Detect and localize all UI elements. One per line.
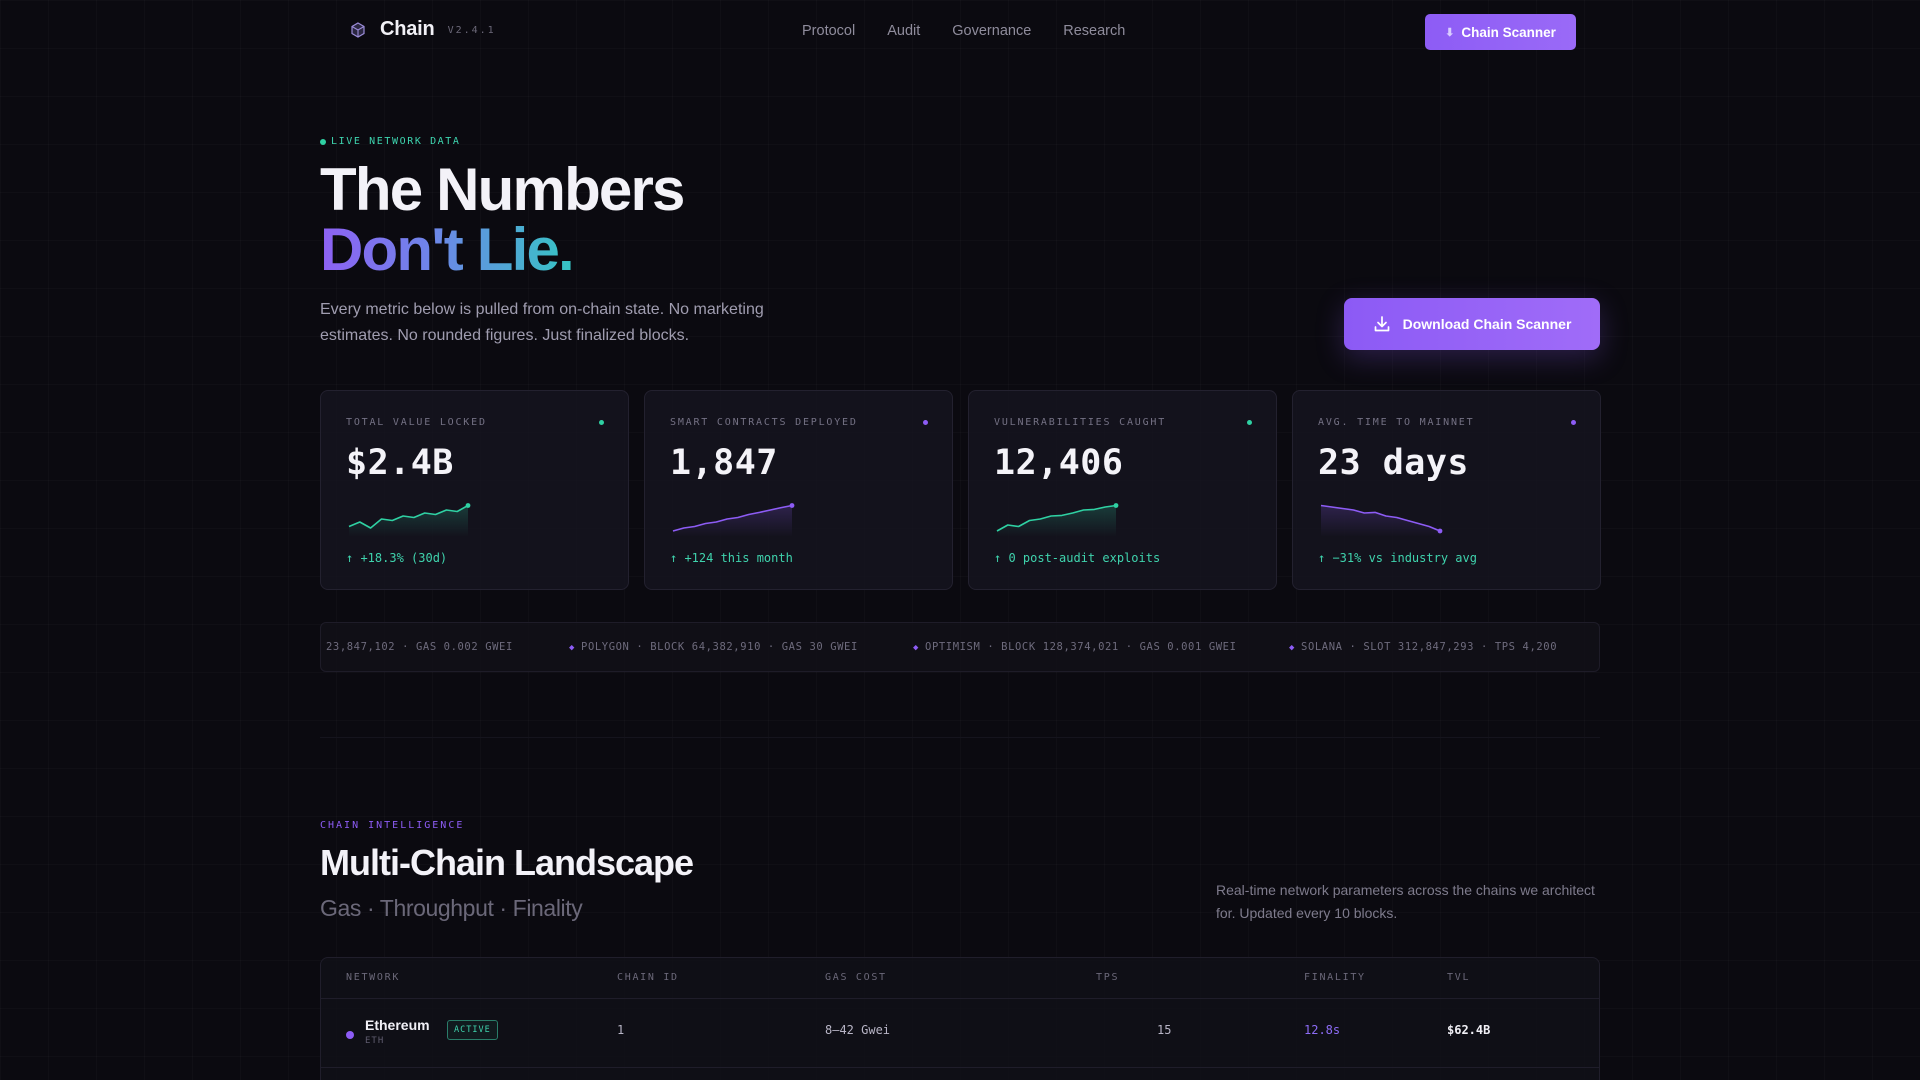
stat-card-tvl: TOTAL VALUE LOCKED $2.4B ↑ +18.3% (30d) [320,390,629,590]
ticker-item: ◆ SOLANA · SLOT 312,847,293 · TPS 4,200 [1289,641,1558,653]
network-ticker: 23,847,102 · GAS 0.002 GWEI ◆ POLYGON · B… [320,622,1600,672]
section-divider [320,737,1600,738]
nav-link-audit[interactable]: Audit [887,23,921,39]
status-dot-icon [1247,420,1252,425]
gas-cost-cell: 8–42 Gwei [825,1023,891,1037]
stat-value: 23 days [1318,443,1470,483]
section-eyebrow: CHAIN INTELLIGENCE [320,820,465,831]
sparkline [672,503,795,537]
download-icon [1374,316,1389,332]
sparkline-line [996,504,1117,532]
status-dot-icon [923,420,928,425]
table-header-divider [321,998,1599,999]
stat-delta: ↑ +124 this month [670,551,793,565]
sparkline-area [1321,505,1440,537]
diamond-icon: ◆ [1289,643,1296,653]
chain-scanner-button[interactable]: ⬇ Chain Scanner [1425,14,1576,50]
column-header-tps[interactable]: TPS [1096,972,1120,983]
chains-table: NETWORK CHAIN ID GAS COST TPS FINALITY T… [320,957,1600,1080]
nav-link-governance[interactable]: Governance [952,23,1032,39]
column-header-network[interactable]: NETWORK [346,972,401,983]
status-badge: ACTIVE [447,1020,498,1040]
diamond-icon: ◆ [569,643,576,653]
stat-label: VULNERABILITIES CAUGHT [994,417,1167,428]
network-symbol: ETH [365,1036,385,1046]
stat-label: AVG. TIME TO MAINNET [1318,417,1475,428]
network-dot-icon [346,1031,354,1039]
stat-value: $2.4B [346,443,454,483]
stat-delta: ↑ 0 post-audit exploits [994,551,1161,565]
stat-label: TOTAL VALUE LOCKED [346,417,487,428]
column-header-finality[interactable]: FINALITY [1304,972,1366,983]
column-header-gas-cost[interactable]: GAS COST [825,972,887,983]
nav-links: Protocol Audit Governance Research [802,23,1157,39]
finality-cell: 12.8s [1304,1023,1341,1037]
status-dot-icon [599,420,604,425]
live-dot-icon [320,138,326,145]
hero-title-line2: Don't Lie. [320,216,575,283]
sparkline-endpoint [1437,528,1443,534]
hero-subtitle: Every metric below is pulled from on-cha… [320,301,764,344]
sparkline-endpoint [465,503,471,508]
sparkline-endpoint [789,503,795,508]
sparkline-area [997,505,1116,537]
sparkline-endpoint [1113,503,1119,508]
section-subtitle: Gas · Throughput · Finality [320,895,583,921]
sparkline [1320,504,1443,537]
download-chain-scanner-button[interactable]: Download Chain Scanner [1344,298,1600,350]
sparkline [348,503,471,537]
sparkline-line [672,504,793,532]
status-dot-icon [1571,420,1576,425]
network-name: Ethereum [365,1017,430,1033]
stat-value: 1,847 [670,443,778,483]
stat-card-mainnet: AVG. TIME TO MAINNET 23 days ↑ −31% vs i… [1292,390,1601,590]
hero-title-line1: The Numbers [320,156,685,223]
stat-cards: TOTAL VALUE LOCKED $2.4B ↑ +18.3% (30d) … [320,390,1601,590]
brand-name: Chain [380,18,435,40]
live-eyebrow: LIVE NETWORK DATA [331,136,461,147]
ticker-item: ◆ POLYGON · BLOCK 64,382,910 · GAS 30 GWE… [569,641,858,653]
chain-id-cell: 1 [617,1023,625,1037]
stat-delta: ↑ −31% vs industry avg [1318,551,1477,565]
stat-card-vulnerabilities: VULNERABILITIES CAUGHT 12,406 ↑ 0 post-a… [968,390,1277,590]
stat-label: SMART CONTRACTS DEPLOYED [670,417,858,428]
stat-value: 12,406 [994,443,1124,483]
ticker-item: 23,847,102 · GAS 0.002 GWEI [326,641,513,653]
chain-scanner-label: Chain Scanner [1461,24,1556,40]
live-indicator: LIVE NETWORK DATA [320,136,461,147]
hero-title: The Numbers Don't Lie. [320,156,685,283]
sparkline [996,503,1119,537]
download-button-label: Download Chain Scanner [1402,316,1572,332]
column-header-chain-id[interactable]: CHAIN ID [617,972,679,983]
stat-card-contracts: SMART CONTRACTS DEPLOYED 1,847 ↑ +124 th… [644,390,953,590]
section-title: Multi-Chain Landscape [320,842,694,883]
ticker-item: ◆ OPTIMISM · BLOCK 128,374,021 · GAS 0.00… [913,641,1237,653]
cube-logo-icon [351,21,365,38]
nav-link-research[interactable]: Research [1063,23,1126,39]
top-nav: Chain V2.4.1 Protocol Audit Governance R… [0,0,1920,64]
nav-link-protocol[interactable]: Protocol [802,23,856,39]
download-arrow-icon: ⬇ [1445,26,1455,39]
stat-delta: ↑ +18.3% (30d) [346,551,448,565]
tps-cell: 15 [1157,1023,1172,1037]
column-header-tvl[interactable]: TVL [1447,972,1471,983]
sparkline-area [673,505,792,537]
sparkline-line [348,504,469,529]
section-description: Real-time network parameters across the … [1216,882,1595,921]
tvl-cell: $62.4B [1447,1023,1491,1037]
brand[interactable]: Chain V2.4.1 [350,18,496,41]
table-row-divider [321,1067,1599,1068]
sparkline-line [1320,504,1441,532]
version-label: V2.4.1 [447,25,496,36]
diamond-icon: ◆ [913,643,920,653]
